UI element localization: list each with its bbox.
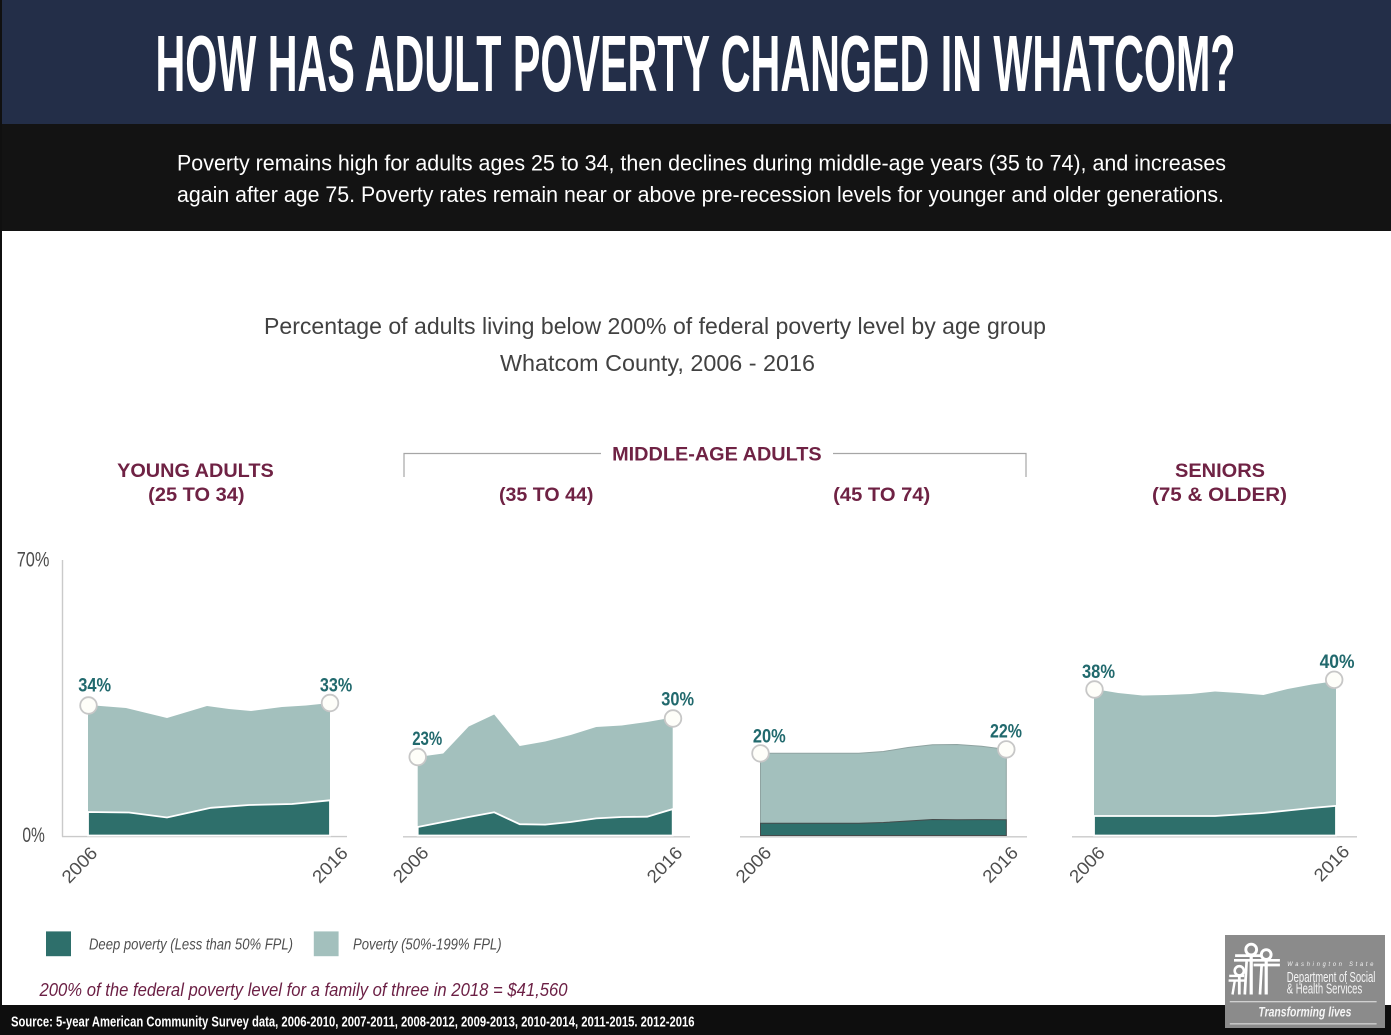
- svg-text:Department of Social: Department of Social: [1287, 970, 1376, 986]
- svg-text:0%: 0%: [22, 824, 45, 847]
- svg-text:Percentage of adults living be: Percentage of adults living below 200% o…: [264, 313, 1046, 339]
- svg-text:Transforming lives: Transforming lives: [1258, 1004, 1351, 1020]
- svg-text:2006: 2006: [389, 843, 433, 887]
- svg-text:70%: 70%: [17, 548, 50, 571]
- svg-text:(25 TO 34): (25 TO 34): [148, 484, 244, 506]
- svg-text:Washington State: Washington State: [1287, 961, 1376, 968]
- svg-text:Poverty remains high for adult: Poverty remains high for adults ages 25 …: [177, 150, 1226, 175]
- svg-text:2016: 2016: [643, 843, 687, 887]
- svg-text:200% of the federal poverty le: 200% of the federal poverty level for a …: [39, 979, 569, 1000]
- svg-text:2016: 2016: [979, 843, 1023, 887]
- svg-text:Poverty (50%-199% FPL): Poverty (50%-199% FPL): [353, 937, 502, 954]
- svg-text:20%: 20%: [753, 727, 786, 748]
- svg-text:YOUNG ADULTS: YOUNG ADULTS: [117, 460, 274, 482]
- svg-text:2006: 2006: [58, 843, 102, 887]
- svg-text:(45 TO 74): (45 TO 74): [833, 484, 930, 506]
- svg-text:33%: 33%: [320, 675, 352, 696]
- svg-text:22%: 22%: [990, 721, 1022, 742]
- svg-text:23%: 23%: [412, 729, 442, 750]
- svg-text:Whatcom County, 2006 - 2016: Whatcom County, 2006 - 2016: [500, 350, 815, 376]
- svg-text:30%: 30%: [661, 690, 694, 711]
- svg-text:again after age 75. Poverty ra: again after age 75. Poverty rates remain…: [177, 182, 1224, 207]
- svg-text:38%: 38%: [1082, 662, 1115, 683]
- svg-text:(75 & OLDER): (75 & OLDER): [1152, 484, 1287, 506]
- svg-text:40%: 40%: [1320, 652, 1355, 673]
- svg-text:2006: 2006: [732, 843, 776, 887]
- svg-text:Deep poverty (Less than 50% FP: Deep poverty (Less than 50% FPL): [89, 937, 293, 954]
- svg-text:Source: 5-year American Commun: Source: 5-year American Community Survey…: [11, 1014, 695, 1031]
- svg-text:34%: 34%: [78, 675, 111, 696]
- svg-text:2006: 2006: [1065, 843, 1109, 887]
- svg-text:HOW HAS ADULT POVERTY CHANGED: HOW HAS ADULT POVERTY CHANGED IN WHATCOM…: [156, 19, 1236, 108]
- svg-text:2016: 2016: [308, 843, 352, 887]
- svg-text:2016: 2016: [1310, 841, 1354, 885]
- svg-text:(35 TO 44): (35 TO 44): [499, 484, 593, 506]
- svg-text:& Health Services: & Health Services: [1287, 982, 1362, 998]
- svg-text:SENIORS: SENIORS: [1175, 460, 1265, 482]
- svg-text:MIDDLE-AGE ADULTS: MIDDLE-AGE ADULTS: [612, 443, 822, 465]
